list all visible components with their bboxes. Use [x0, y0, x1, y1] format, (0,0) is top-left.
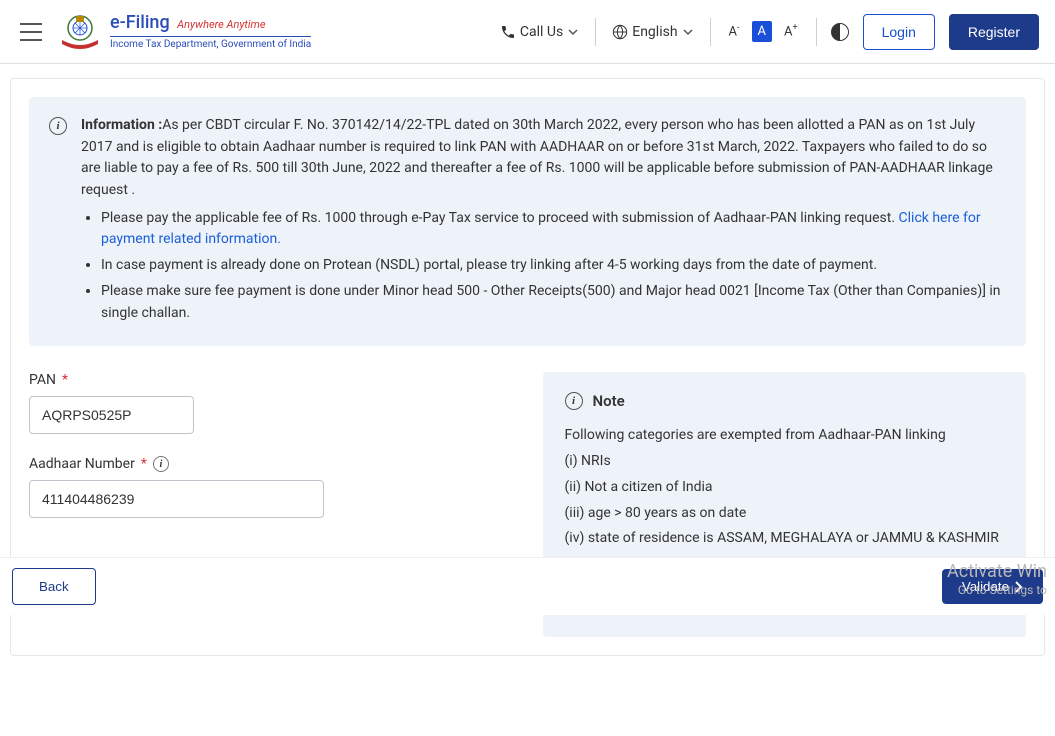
divider: [816, 18, 817, 46]
brand-tagline: Anywhere Anytime: [177, 18, 265, 31]
hamburger-menu-button[interactable]: [16, 19, 46, 45]
pan-group: PAN *: [29, 372, 513, 434]
contrast-toggle-button[interactable]: [831, 23, 849, 41]
call-us-dropdown[interactable]: Call Us: [498, 20, 581, 44]
aadhaar-label-row: Aadhaar Number * i: [29, 456, 513, 472]
validate-button[interactable]: Validate: [942, 569, 1043, 604]
phone-icon: [500, 24, 516, 40]
pan-input[interactable]: [29, 396, 194, 434]
note-intro: Following categories are exempted from A…: [565, 424, 1005, 448]
required-star: *: [62, 372, 68, 388]
font-normal-button[interactable]: A: [752, 21, 772, 42]
call-us-label: Call Us: [520, 24, 563, 40]
footer-bar: Back Validate: [0, 557, 1055, 615]
info-icon: i: [49, 117, 67, 135]
info-bullet-list: Please pay the applicable fee of Rs. 100…: [81, 208, 1006, 324]
logo-block[interactable]: e-Filing Anywhere Anytime Income Tax Dep…: [58, 10, 311, 54]
info-bullet-3: Please make sure fee payment is done und…: [101, 281, 1006, 324]
info-lead: As per CBDT circular F. No. 370142/14/22…: [81, 117, 993, 198]
aadhaar-input[interactable]: [29, 480, 324, 518]
information-box: i Information :As per CBDT circular F. N…: [29, 97, 1026, 346]
font-size-controls: A- A A+: [725, 21, 802, 42]
divider: [595, 18, 596, 46]
brand-text: e-Filing Anywhere Anytime Income Tax Dep…: [110, 12, 311, 51]
aadhaar-help-icon[interactable]: i: [153, 456, 169, 472]
main-content: i Information :As per CBDT circular F. N…: [0, 78, 1055, 736]
back-button[interactable]: Back: [12, 568, 96, 605]
info-label: Information :: [81, 117, 162, 133]
brand-subtitle: Income Tax Department, Government of Ind…: [110, 36, 311, 51]
hamburger-icon: [20, 23, 42, 41]
language-dropdown[interactable]: English: [610, 20, 695, 44]
pan-label-row: PAN *: [29, 372, 513, 388]
divider: [710, 18, 711, 46]
pan-label: PAN: [29, 372, 56, 388]
aadhaar-group: Aadhaar Number * i: [29, 456, 513, 518]
header: e-Filing Anywhere Anytime Income Tax Dep…: [0, 0, 1055, 64]
info-bullet-2: In case payment is already done on Prote…: [101, 255, 1006, 277]
chevron-down-icon: [682, 26, 694, 38]
header-right: Call Us English A- A A+ Login Register: [498, 14, 1039, 50]
note-info-icon: i: [565, 392, 583, 410]
note-item-1: (i) NRIs: [565, 450, 1005, 474]
font-decrease-button[interactable]: A-: [725, 21, 744, 41]
required-star: *: [141, 456, 147, 472]
chevron-down-icon: [567, 26, 579, 38]
globe-icon: [612, 24, 628, 40]
language-label: English: [632, 24, 677, 40]
info-lead-text: Information :As per CBDT circular F. No.…: [81, 115, 1006, 202]
chevron-right-icon: [1015, 581, 1023, 593]
note-item-3: (iii) age > 80 years as on date: [565, 502, 1005, 526]
form-left: PAN * Aadhaar Number * i: [29, 372, 513, 540]
validate-label: Validate: [962, 579, 1009, 594]
font-increase-button[interactable]: A+: [780, 21, 802, 41]
note-item-2: (ii) Not a citizen of India: [565, 476, 1005, 500]
info-content: Information :As per CBDT circular F. No.…: [81, 115, 1006, 328]
note-title: Note: [593, 392, 625, 410]
brand-title: e-Filing: [110, 12, 170, 33]
info-icon-wrap: i: [49, 115, 67, 328]
aadhaar-label: Aadhaar Number: [29, 456, 135, 472]
govt-emblem-icon: [58, 10, 102, 54]
login-button[interactable]: Login: [863, 14, 935, 50]
info-bullet-1: Please pay the applicable fee of Rs. 100…: [101, 208, 1006, 251]
note-title-row: i Note: [565, 392, 1005, 410]
register-button[interactable]: Register: [949, 14, 1039, 50]
info-bullet-1-text: Please pay the applicable fee of Rs. 100…: [101, 210, 899, 226]
header-left: e-Filing Anywhere Anytime Income Tax Dep…: [16, 10, 311, 54]
note-item-4: (iv) state of residence is ASSAM, MEGHAL…: [565, 527, 1005, 551]
